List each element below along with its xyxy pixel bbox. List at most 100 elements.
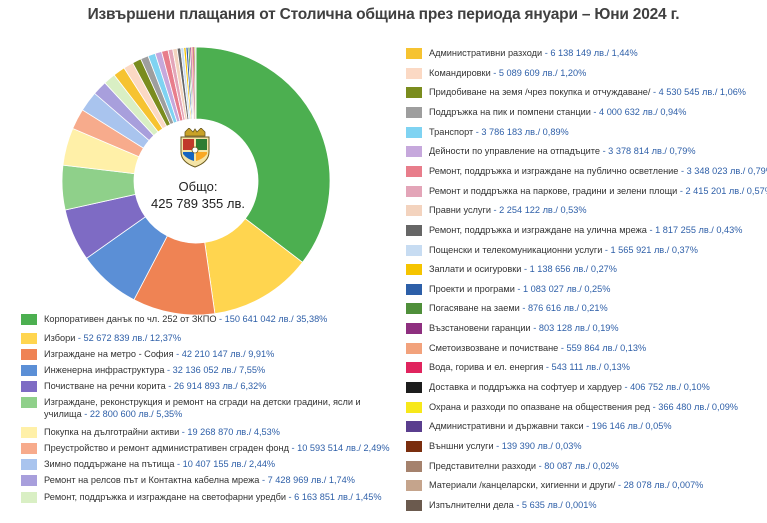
legend-label: Възстановени гаранции - 803 128 лв./ 0,1… xyxy=(429,322,619,334)
legend-value: - 4 530 545 лв./ 1,06% xyxy=(650,87,746,98)
legend-value: - 876 616 лв./ 0,21% xyxy=(519,303,608,314)
legend-item-8: Преустройство и ремонт административен с… xyxy=(21,442,390,454)
legend-swatch xyxy=(406,382,422,394)
legend-swatch xyxy=(406,342,422,354)
legend-value: - 559 864 лв./ 0,13% xyxy=(558,342,647,353)
legend-label: Охрана и разходи по опазване на обществе… xyxy=(429,401,738,413)
legend-swatch xyxy=(406,303,422,315)
legend-swatch xyxy=(21,427,37,438)
legend-label: Външни услуги - 139 390 лв./ 0,03% xyxy=(429,440,582,452)
legend-swatch xyxy=(21,314,37,325)
chart-title: Извършени плащания от Столична община пр… xyxy=(87,6,680,23)
legend-item-31: Административни и държавни такси - 196 1… xyxy=(406,420,672,433)
legend-name: Зимно поддържане на пътища xyxy=(44,459,175,469)
legend-right: Административни разходи - 6 138 149 лв./… xyxy=(406,47,767,522)
legend-value: - 10 407 155 лв./ 2,44% xyxy=(174,459,276,469)
legend-item-1: Корпоративен данък по чл. 252 от ЗКПО - … xyxy=(21,313,327,325)
legend-item-20: Правни услуги - 2 254 122 лв./ 0,53% xyxy=(406,204,587,217)
legend-item-14: Придобиване на земя /чрез покупка и отчу… xyxy=(406,86,746,99)
legend-value: - 4 000 632 лв./ 0,94% xyxy=(590,106,687,117)
legend-label: Избори - 52 672 839 лв./ 12,37% xyxy=(44,332,181,344)
legend-name: Възстановени гаранции xyxy=(429,323,531,334)
legend-label: Материали /канцеларски, хигиенни и други… xyxy=(429,479,703,491)
pie-slice-1 xyxy=(195,46,331,263)
legend-label: Ремонт, поддръжка и изграждане на светоф… xyxy=(44,491,382,503)
legend-name: Охрана и разходи по опазване на обществе… xyxy=(429,401,651,412)
total-value: 425 789 355 лв. xyxy=(150,196,245,211)
legend-item-12: Административни разходи - 6 138 149 лв./… xyxy=(406,47,638,59)
legend-name: Ремонт, поддръжка и изграждане на публич… xyxy=(429,165,679,176)
legend-swatch xyxy=(406,421,422,433)
legend-value: - 406 752 лв./ 0,10% xyxy=(621,382,710,393)
legend-label: Преустройство и ремонт административен с… xyxy=(44,442,390,454)
legend-swatch xyxy=(406,480,422,492)
legend-swatch xyxy=(21,443,37,454)
legend-name: Правни услуги xyxy=(429,205,491,216)
legend-name: Инженерна инфраструктура xyxy=(44,365,165,375)
legend-value: - 19 268 870 лв./ 4,53% xyxy=(179,427,280,437)
legend-name: Заплати и осигуровки xyxy=(429,264,522,275)
legend-label: Придобиване на земя /чрез покупка и отчу… xyxy=(429,86,746,98)
legend-item-13: Командировки - 5 089 609 лв./ 1,20% xyxy=(406,67,586,79)
legend-item-4: Инженерна инфраструктура - 32 136 052 лв… xyxy=(21,364,265,376)
legend-label: Инженерна инфраструктура - 32 136 052 лв… xyxy=(44,364,265,376)
legend-item-30: Охрана и разходи по опазване на обществе… xyxy=(406,401,738,413)
total-caption: Общо: xyxy=(178,179,218,194)
legend-value: - 139 390 лв./ 0,03% xyxy=(493,441,582,451)
legend-value: - 3 786 183 лв./ 0,89% xyxy=(473,126,569,137)
legend-swatch xyxy=(21,492,37,503)
legend-value: - 26 914 893 лв./ 6,32% xyxy=(165,381,267,391)
legend-value: - 28 078 лв./ 0,007% xyxy=(615,480,704,491)
legend-label: Командировки - 5 089 609 лв./ 1,20% xyxy=(429,67,586,79)
legend-item-10: Ремонт на релсов път и Контактна кабелна… xyxy=(21,474,355,486)
legend-name: Ремонт на релсов път и Контактна кабелна… xyxy=(44,475,260,485)
legend-name: Сметоизвозване и почистване xyxy=(429,342,559,353)
legend-name: Дейности по управление на отпадъците xyxy=(429,146,601,157)
legend-label: Зимно поддържане на пътища - 10 407 155 … xyxy=(44,458,275,470)
legend-value: - 7 428 969 лв./ 1,74% xyxy=(259,475,355,485)
legend-name: Изграждане, реконструкция и ремонт на сг… xyxy=(44,397,361,419)
legend-label: Доставка и поддръжка на софтуер и хардуе… xyxy=(429,381,710,393)
legend-swatch xyxy=(406,106,422,118)
legend-label: Изпълнителни дела - 5 635 лв./ 0,001% xyxy=(429,499,597,511)
legend-value: - 5 635 лв./ 0,001% xyxy=(513,499,597,510)
legend-swatch xyxy=(21,365,37,376)
legend-label: Пощенски и телекомуникационни услуги - 1… xyxy=(429,244,698,256)
legend-value: - 1 565 921 лв./ 0,37% xyxy=(602,244,698,255)
legend-value: - 1 817 255 лв./ 0,43% xyxy=(646,224,743,235)
legend-value: - 366 480 лв./ 0,09% xyxy=(650,401,738,412)
legend-item-19: Ремонт и поддръжка на паркове, градини и… xyxy=(406,185,767,197)
sofia-coat-of-arms-icon xyxy=(177,127,213,168)
legend-name: Изпълнителни дела xyxy=(429,499,514,510)
legend-item-22: Пощенски и телекомуникационни услуги - 1… xyxy=(406,244,698,256)
legend-item-35: Изпълнителни дела - 5 635 лв./ 0,001% xyxy=(406,499,597,511)
legend-value: - 2 415 201 лв./ 0,57% xyxy=(677,185,767,196)
legend-item-23: Заплати и осигуровки - 1 138 656 лв./ 0,… xyxy=(406,263,617,276)
legend-swatch xyxy=(406,205,422,217)
legend-swatch xyxy=(21,349,37,360)
legend-name: Административни разходи xyxy=(429,48,543,58)
legend-swatch xyxy=(406,460,422,472)
legend-value: - 80 087 лв./ 0,02% xyxy=(536,460,619,471)
legend-value: - 196 146 лв./ 0,05% xyxy=(583,421,672,432)
legend-name: Почистване на речни корита xyxy=(44,381,166,391)
legend-name: Ремонт, поддръжка и изграждане на светоф… xyxy=(44,492,286,502)
legend-label: Изграждане на метро - София - 42 210 147… xyxy=(44,348,274,360)
legend-label: Ремонт на релсов път и Контактна кабелна… xyxy=(44,474,355,486)
legend-label: Транспорт - 3 786 183 лв./ 0,89% xyxy=(429,126,569,138)
legend-label: Административни разходи - 6 138 149 лв./… xyxy=(429,47,638,59)
legend-item-21: Ремонт, поддръжка и изграждане на улична… xyxy=(406,224,742,236)
legend-name: Транспорт xyxy=(429,126,474,137)
legend-swatch xyxy=(406,146,422,158)
legend-swatch xyxy=(406,244,422,256)
legend-item-27: Сметоизвозване и почистване - 559 864 лв… xyxy=(406,342,646,354)
legend-value: - 22 800 600 лв./ 5,35% xyxy=(81,409,183,419)
legend-label: Сметоизвозване и почистване - 559 864 лв… xyxy=(429,342,646,354)
legend-value: - 3 348 023 лв./ 0,79% xyxy=(678,165,767,176)
legend-swatch xyxy=(21,381,37,392)
legend-name: Ремонт, поддръжка и изграждане на улична… xyxy=(429,224,647,235)
legend-value: - 150 641 042 лв./ 35,38% xyxy=(216,314,328,324)
legend-name: Изграждане на метро - София xyxy=(44,349,174,359)
legend-label: Поддръжка на пик и помпени станции - 4 0… xyxy=(429,106,686,118)
